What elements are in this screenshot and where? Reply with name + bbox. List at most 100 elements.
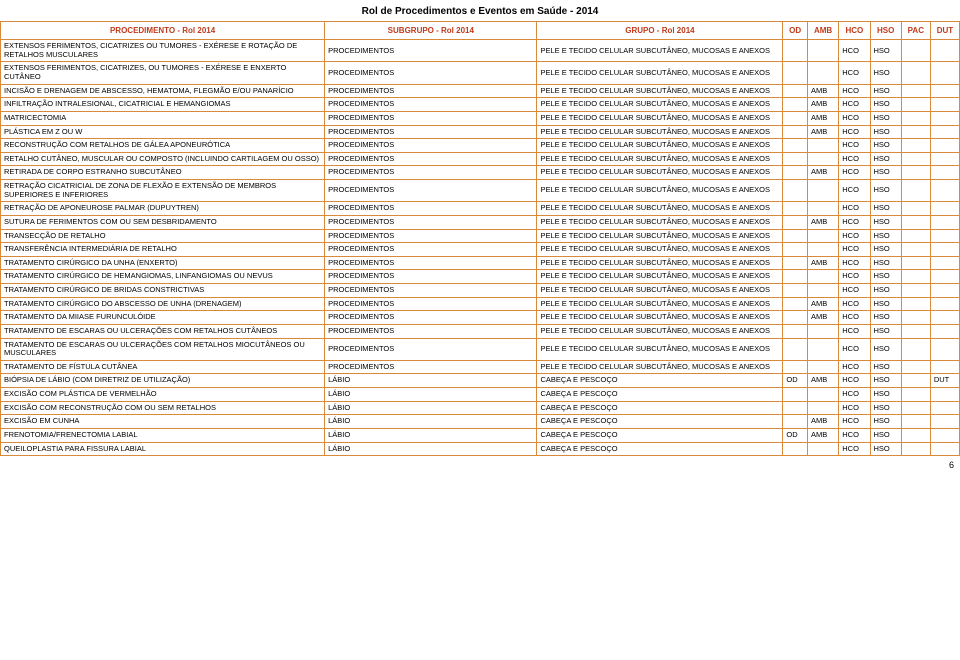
cell-od: [783, 401, 808, 415]
cell-hso: HSO: [870, 284, 901, 298]
cell-dut: [930, 229, 959, 243]
cell-od: [783, 166, 808, 180]
page-number: 6: [0, 456, 960, 470]
cell-amb: [807, 180, 838, 202]
cell-pac: [901, 401, 930, 415]
cell-od: [783, 243, 808, 257]
cell-proc: PLÁSTICA EM Z OU W: [1, 125, 325, 139]
table-row: SUTURA DE FERIMENTOS COM OU SEM DESBRIDA…: [1, 215, 960, 229]
cell-dut: [930, 62, 959, 84]
cell-hco: HCO: [839, 415, 870, 429]
cell-od: [783, 215, 808, 229]
table-row: EXTENSOS FERIMENTOS, CICATRIZES OU TUMOR…: [1, 40, 960, 62]
cell-proc: INFILTRAÇÃO INTRALESIONAL, CICATRICIAL E…: [1, 98, 325, 112]
cell-hso: HSO: [870, 360, 901, 374]
cell-sub: PROCEDIMENTOS: [325, 270, 537, 284]
cell-proc: EXTENSOS FERIMENTOS, CICATRIZES, OU TUMO…: [1, 62, 325, 84]
cell-od: [783, 125, 808, 139]
table-row: QUEILOPLASTIA PARA FISSURA LABIALLÁBIOCA…: [1, 442, 960, 456]
cell-od: [783, 270, 808, 284]
cell-hco: HCO: [839, 442, 870, 456]
cell-dut: [930, 166, 959, 180]
cell-amb: [807, 338, 838, 360]
cell-sub: PROCEDIMENTOS: [325, 111, 537, 125]
cell-dut: [930, 84, 959, 98]
col-header-sub: SUBGRUPO - Rol 2014: [325, 22, 537, 40]
cell-pac: [901, 270, 930, 284]
cell-sub: PROCEDIMENTOS: [325, 229, 537, 243]
cell-hso: HSO: [870, 98, 901, 112]
cell-sub: PROCEDIMENTOS: [325, 243, 537, 257]
cell-dut: [930, 202, 959, 216]
col-header-grp: GRUPO - Rol 2014: [537, 22, 783, 40]
cell-grp: CABEÇA E PESCOÇO: [537, 374, 783, 388]
cell-proc: SUTURA DE FERIMENTOS COM OU SEM DESBRIDA…: [1, 215, 325, 229]
cell-hso: HSO: [870, 125, 901, 139]
cell-hco: HCO: [839, 180, 870, 202]
cell-proc: MATRICECTOMIA: [1, 111, 325, 125]
cell-dut: [930, 270, 959, 284]
cell-dut: [930, 388, 959, 402]
cell-pac: [901, 243, 930, 257]
cell-amb: AMB: [807, 215, 838, 229]
col-header-dut: DUT: [930, 22, 959, 40]
cell-dut: [930, 139, 959, 153]
cell-grp: PELE E TECIDO CELULAR SUBCUTÂNEO, MUCOSA…: [537, 111, 783, 125]
cell-hso: HSO: [870, 243, 901, 257]
cell-proc: EXCISÃO EM CUNHA: [1, 415, 325, 429]
cell-grp: PELE E TECIDO CELULAR SUBCUTÂNEO, MUCOSA…: [537, 62, 783, 84]
cell-pac: [901, 125, 930, 139]
cell-amb: [807, 62, 838, 84]
cell-pac: [901, 415, 930, 429]
cell-hso: HSO: [870, 166, 901, 180]
cell-pac: [901, 84, 930, 98]
cell-proc: TRATAMENTO CIRÚRGICO DE BRIDAS CONSTRICT…: [1, 284, 325, 298]
cell-hco: HCO: [839, 98, 870, 112]
cell-sub: PROCEDIMENTOS: [325, 311, 537, 325]
cell-hco: HCO: [839, 62, 870, 84]
cell-amb: AMB: [807, 311, 838, 325]
cell-amb: [807, 202, 838, 216]
cell-dut: [930, 111, 959, 125]
cell-pac: [901, 324, 930, 338]
cell-sub: PROCEDIMENTOS: [325, 324, 537, 338]
cell-hso: HSO: [870, 401, 901, 415]
cell-sub: LÁBIO: [325, 428, 537, 442]
cell-pac: [901, 215, 930, 229]
table-row: FRENOTOMIA/FRENECTOMIA LABIALLÁBIOCABEÇA…: [1, 428, 960, 442]
cell-od: [783, 311, 808, 325]
cell-proc: INCISÃO E DRENAGEM DE ABSCESSO, HEMATOMA…: [1, 84, 325, 98]
cell-hso: HSO: [870, 111, 901, 125]
cell-pac: [901, 388, 930, 402]
cell-hco: HCO: [839, 215, 870, 229]
cell-dut: [930, 442, 959, 456]
cell-amb: [807, 388, 838, 402]
cell-grp: PELE E TECIDO CELULAR SUBCUTÂNEO, MUCOSA…: [537, 229, 783, 243]
cell-hso: HSO: [870, 324, 901, 338]
col-header-pac: PAC: [901, 22, 930, 40]
cell-pac: [901, 166, 930, 180]
cell-hco: HCO: [839, 125, 870, 139]
cell-hso: HSO: [870, 374, 901, 388]
cell-hso: HSO: [870, 311, 901, 325]
cell-pac: [901, 284, 930, 298]
cell-hso: HSO: [870, 152, 901, 166]
cell-pac: [901, 62, 930, 84]
cell-hco: HCO: [839, 229, 870, 243]
table-row: RETRAÇÃO DE APONEUROSE PALMAR (DUPUYTREN…: [1, 202, 960, 216]
cell-sub: PROCEDIMENTOS: [325, 297, 537, 311]
cell-pac: [901, 374, 930, 388]
cell-dut: [930, 98, 959, 112]
cell-pac: [901, 152, 930, 166]
cell-hco: HCO: [839, 166, 870, 180]
cell-dut: [930, 297, 959, 311]
cell-proc: EXTENSOS FERIMENTOS, CICATRIZES OU TUMOR…: [1, 40, 325, 62]
table-row: TRATAMENTO CIRÚRGICO DO ABSCESSO DE UNHA…: [1, 297, 960, 311]
cell-amb: AMB: [807, 125, 838, 139]
cell-proc: RECONSTRUÇÃO COM RETALHOS DE GÁLEA APONE…: [1, 139, 325, 153]
cell-proc: TRATAMENTO CIRÚRGICO DE HEMANGIOMAS, LIN…: [1, 270, 325, 284]
cell-sub: PROCEDIMENTOS: [325, 166, 537, 180]
cell-pac: [901, 428, 930, 442]
cell-hso: HSO: [870, 62, 901, 84]
cell-amb: [807, 229, 838, 243]
